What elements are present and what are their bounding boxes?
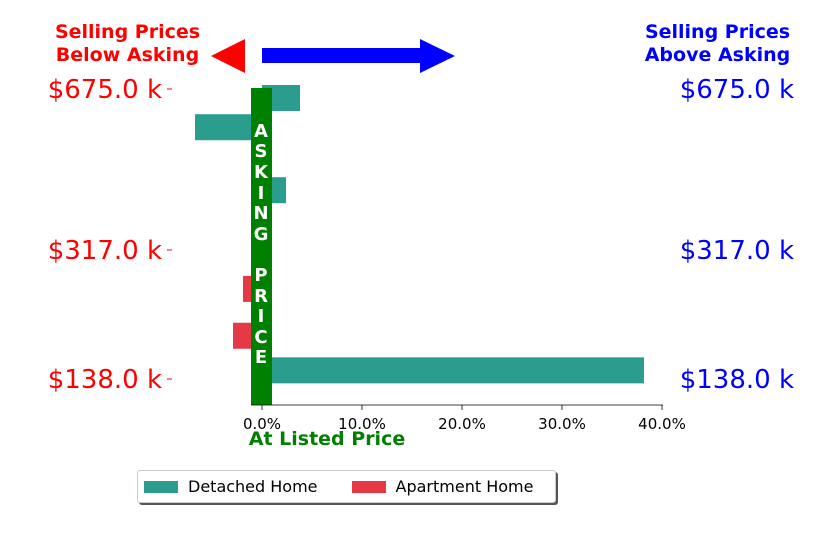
asking-price-band bbox=[251, 88, 272, 405]
band-letter: S bbox=[255, 141, 268, 162]
x-tick-label: 10.0% bbox=[338, 415, 386, 433]
band-letter: K bbox=[254, 162, 269, 183]
y-tick-label-right: $675.0 k bbox=[680, 75, 794, 105]
legend-item-detached: Detached Home bbox=[138, 477, 318, 496]
x-tick-label: 0.0% bbox=[243, 415, 281, 433]
legend-swatch-apartment bbox=[351, 480, 386, 493]
right-arrow-icon bbox=[262, 39, 455, 73]
y-ticks: $675.0 k $675.0 k $317.0 k $317.0 k $138.0 k… bbox=[48, 75, 794, 395]
legend-item-apartment: Apartment Home bbox=[346, 477, 534, 496]
bar-detached-1 bbox=[195, 114, 262, 141]
band-letter: I bbox=[258, 306, 265, 327]
x-tick-label: 30.0% bbox=[538, 415, 586, 433]
x-axis-label: At Listed Price bbox=[249, 428, 405, 450]
y-tick-label-left: $138.0 k bbox=[48, 365, 162, 395]
x-tick-label: 40.0% bbox=[638, 415, 686, 433]
band-letter: R bbox=[254, 286, 268, 307]
legend-swatch-detached bbox=[144, 480, 178, 493]
band-letter: P bbox=[254, 265, 267, 286]
x-tick-label: 20.0% bbox=[438, 415, 486, 433]
y-tick-label-left: $317.0 k bbox=[48, 236, 162, 266]
x-ticks: 0.0% 10.0% 20.0% 30.0% 40.0% bbox=[243, 405, 686, 433]
y-tick-label-right: $317.0 k bbox=[680, 236, 794, 266]
legend-label-apartment: Apartment Home bbox=[395, 477, 534, 496]
y-tick-label-left: $675.0 k bbox=[48, 75, 162, 105]
above-asking-label: Selling Prices Above Asking bbox=[644, 21, 791, 66]
band-letter: A bbox=[254, 121, 268, 142]
band-letter: N bbox=[253, 203, 268, 224]
legend: Detached Home Apartment Home bbox=[137, 470, 556, 503]
left-arrow-icon bbox=[211, 39, 245, 73]
band-letter: I bbox=[258, 183, 265, 204]
band-letter: C bbox=[254, 327, 267, 348]
y-tick-label-right: $138.0 k bbox=[680, 365, 794, 395]
legend-label-detached: Detached Home bbox=[188, 477, 318, 496]
band-letter: E bbox=[255, 347, 267, 368]
bar-detached-3 bbox=[262, 357, 644, 384]
below-asking-label: Selling Prices Below Asking bbox=[54, 21, 201, 66]
band-letter: G bbox=[254, 224, 269, 245]
